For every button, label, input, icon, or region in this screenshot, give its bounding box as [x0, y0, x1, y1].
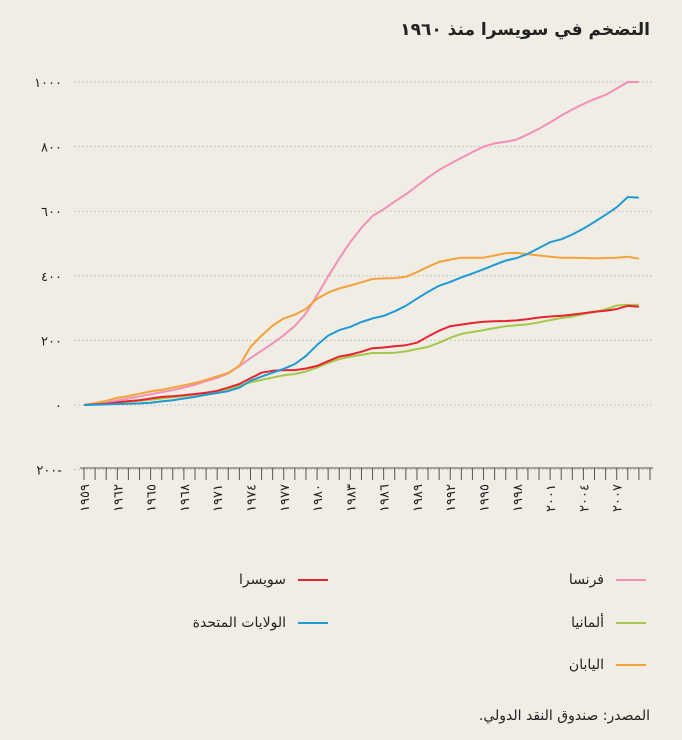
- legend-item-germany: ألمانيا: [571, 613, 646, 633]
- x-axis: ١٩٥٩ ١٩٦٢ ١٩٦٥ ١٩٦٨ ١٩٧١ ١٩٧٤ ١٩٧٧ ١٩٨٠ ١٩٨٣ ١٩٨٦…: [78, 467, 653, 512]
- legend-swatch: [298, 622, 328, 624]
- x-tick-label: ١٩٧١: [211, 484, 226, 512]
- source-note: المصدر: صندوق النقد الدولي.: [478, 708, 650, 724]
- x-tick-label: ٢٠٠١: [544, 484, 559, 512]
- x-tick-label: ١٩٦٢: [111, 484, 126, 512]
- legend-label: الولايات المتحدة: [192, 615, 286, 631]
- x-tick-label: ١٩٨٠: [311, 484, 326, 512]
- series-line: [83, 303, 639, 406]
- legend-item-japan: اليابان: [569, 655, 646, 675]
- x-tick-label: ١٩٩٨: [511, 484, 526, 512]
- y-tick-label: ٢٠٠: [41, 334, 62, 349]
- legend-item-france: فرنسا: [569, 570, 646, 590]
- x-tick-label: ١٩٩٢: [444, 484, 459, 512]
- series-line: [83, 81, 639, 406]
- y-tick-label: ٨٠٠: [41, 141, 62, 156]
- legend-label: سويسرا: [239, 572, 286, 588]
- x-tick-label: ٢٠٠٤: [577, 484, 592, 512]
- series-lines: [83, 81, 640, 406]
- legend-item-switzerland: سويسرا: [239, 570, 328, 590]
- legend-swatch: [616, 622, 646, 624]
- legend-label: اليابان: [568, 657, 604, 673]
- legend-label: ألمانيا: [571, 615, 604, 631]
- x-tick-label: ٢٠٠٧: [611, 484, 626, 512]
- x-tick-label: ١٩٦٥: [145, 484, 160, 512]
- legend-label: فرنسا: [568, 572, 604, 588]
- chart-title: التضخم في سويسرا منذ ١٩٦٠: [400, 20, 650, 40]
- y-tick-label: ١٠٠٠: [34, 76, 62, 91]
- x-tick-label: ١٩٧٤: [244, 484, 259, 512]
- series-line: [83, 251, 640, 406]
- legend-item-usa: الولايات المتحدة: [193, 613, 328, 633]
- legend-swatch: [616, 579, 646, 581]
- x-tick-label: ١٩٩٥: [478, 484, 493, 512]
- y-tick-label: ٢٠٠-: [36, 464, 62, 479]
- x-tick-label: ١٩٧٧: [278, 484, 293, 512]
- y-tick-label: ٤٠٠: [41, 270, 62, 285]
- x-tick-label: ١٩٨٣: [344, 484, 359, 512]
- x-tick-label: ١٩٨٦: [378, 484, 393, 512]
- y-tick-label: ٠: [55, 399, 62, 414]
- series-line: [83, 196, 639, 406]
- y-axis-labels: ١٠٠٠ ٨٠٠ ٦٠٠ ٤٠٠ ٢٠٠ ٠ ٢٠٠-: [34, 76, 62, 479]
- series-line: [83, 304, 639, 406]
- y-tick-label: ٦٠٠: [41, 205, 62, 220]
- x-tick-label: ١٩٦٨: [178, 484, 193, 512]
- legend-swatch: [616, 664, 646, 666]
- legend-swatch: [298, 579, 328, 581]
- x-tick-label: ١٩٨٩: [411, 484, 426, 512]
- x-tick-label: ١٩٥٩: [78, 484, 93, 512]
- gridlines: [74, 81, 653, 471]
